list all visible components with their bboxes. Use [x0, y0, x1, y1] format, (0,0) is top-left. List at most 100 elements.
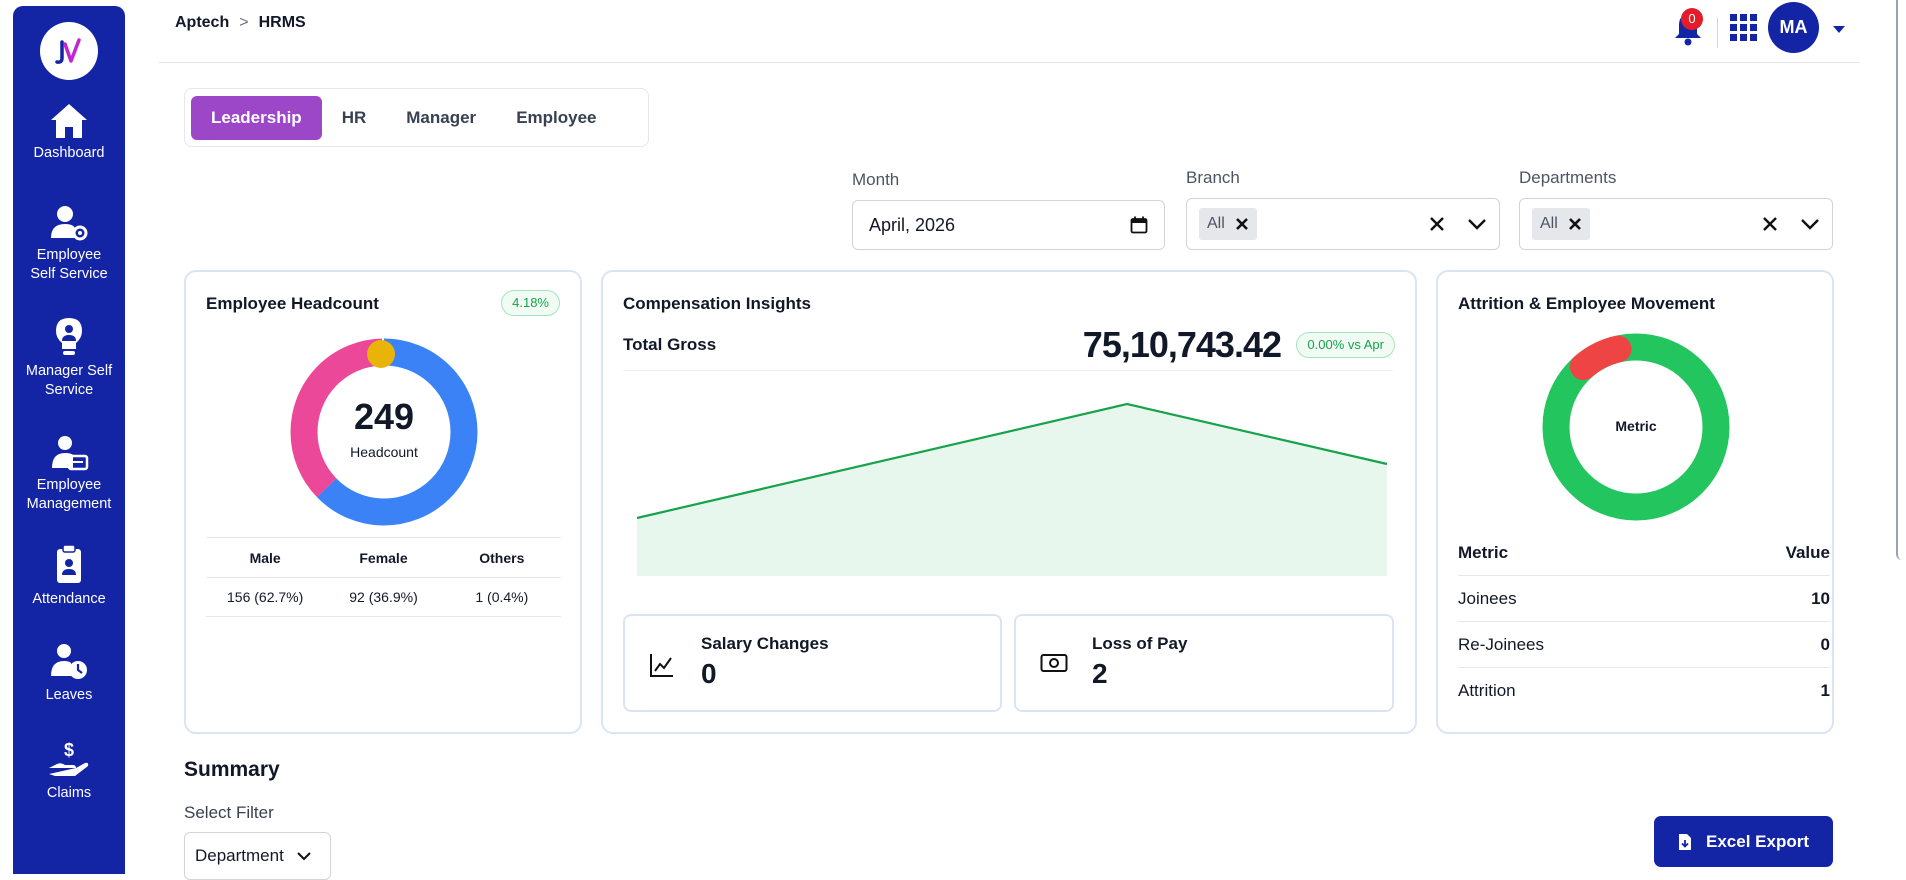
- salary-changes-label: Salary Changes: [701, 634, 829, 653]
- scrollbar[interactable]: [1896, 0, 1906, 560]
- sidebar-item-leaves[interactable]: Leaves: [13, 642, 125, 705]
- month-value: April, 2026: [869, 214, 956, 235]
- header-divider-line: [158, 62, 1860, 63]
- column-header: Metric: [1458, 542, 1509, 562]
- table-row: Attrition 1: [1458, 668, 1830, 714]
- headcount-growth-badge: 4.18%: [501, 290, 560, 316]
- summary-filter-value: Department: [195, 846, 284, 865]
- loss-of-pay-card: Loss of Pay 2: [1014, 614, 1394, 712]
- column-header: Others: [479, 549, 525, 566]
- home-icon: [51, 104, 87, 138]
- breadcrumb-item-aptech[interactable]: Aptech: [175, 14, 230, 31]
- file-download-icon: [1679, 833, 1691, 850]
- attrition-title: Attrition & Employee Movement: [1458, 294, 1715, 313]
- excel-export-label: Excel Export: [1706, 831, 1809, 851]
- avatar[interactable]: MA: [1768, 2, 1819, 53]
- table-cell: 92 (36.9%): [349, 589, 418, 605]
- departments-select[interactable]: All: [1519, 198, 1833, 250]
- departments-chip-label: All: [1540, 215, 1558, 232]
- loss-of-pay-value: 2: [1092, 658, 1108, 689]
- gross-trend-area: [637, 404, 1387, 576]
- dashboard-tabs: Leadership HR Manager Employee: [184, 88, 649, 147]
- month-picker[interactable]: April, 2026: [852, 200, 1165, 250]
- column-header: Female: [359, 549, 408, 566]
- chevron-down-icon[interactable]: [1800, 217, 1820, 231]
- salary-changes-value: 0: [701, 658, 717, 689]
- breadcrumb-item-hrms: HRMS: [258, 14, 306, 31]
- metric-label: Joinees: [1458, 588, 1517, 608]
- sidebar-item-dashboard[interactable]: Dashboard: [13, 102, 125, 163]
- metric-value: 10: [1811, 588, 1830, 608]
- caret-down-icon[interactable]: [1832, 24, 1846, 34]
- branch-chip-label: All: [1207, 215, 1225, 232]
- departments-chip: All: [1532, 208, 1590, 240]
- calendar-icon[interactable]: [1130, 216, 1148, 234]
- attrition-ring: [1542, 333, 1730, 521]
- sidebar-item-label: Leaves: [45, 687, 93, 703]
- compensation-title: Compensation Insights: [623, 294, 811, 313]
- money-icon: [1040, 654, 1068, 672]
- attrition-center-label: Metric: [1615, 418, 1657, 434]
- table-row: Joinees 10: [1458, 576, 1830, 622]
- branch-select[interactable]: All: [1186, 198, 1500, 250]
- metric-label: Re-Joinees: [1458, 634, 1544, 654]
- tab-leadership[interactable]: Leadership: [191, 95, 322, 140]
- column-header: Male: [249, 549, 281, 566]
- female-segment: [290, 338, 478, 526]
- breadcrumb-separator: >: [239, 14, 249, 31]
- headcount-total-label: Headcount: [350, 444, 418, 460]
- departments-label: Departments: [1519, 168, 1617, 187]
- notification-badge: 0: [1681, 8, 1703, 30]
- user-card-icon: [52, 436, 89, 471]
- bulb-user-icon: [56, 318, 82, 355]
- sidebar-item-label: Self Service: [30, 266, 108, 282]
- chevron-down-icon: [297, 852, 311, 861]
- tab-hr[interactable]: HR: [341, 107, 367, 127]
- sidebar-item-label: Service: [44, 382, 94, 398]
- excel-export-button[interactable]: Excel Export: [1654, 816, 1833, 867]
- attrition-table: Metric Value Joinees 10 Re-Joinees 0 Att…: [1458, 530, 1830, 714]
- svg-text:$: $: [64, 740, 74, 760]
- headcount-card: Employee Headcount 4.18% 249 Headcount M…: [184, 270, 582, 734]
- tab-employee[interactable]: Employee: [516, 107, 597, 127]
- gross-change-badge: 0.00% vs Apr: [1296, 332, 1395, 358]
- gross-trend-line: [636, 402, 1388, 520]
- apps-grid-icon[interactable]: [1730, 14, 1758, 42]
- chip-remove-icon[interactable]: [1235, 217, 1249, 231]
- chip-remove-icon[interactable]: [1568, 217, 1582, 231]
- headcount-gender-table: Male Female Others 156 (62.7%) 92 (36.9%…: [206, 537, 561, 617]
- sidebar-item-manager-self-service[interactable]: Manager Self Service: [13, 316, 125, 400]
- table-header-row: Metric Value: [1458, 530, 1830, 576]
- clear-icon[interactable]: [1429, 216, 1445, 232]
- breadcrumb: Aptech > HRMS: [175, 14, 306, 32]
- metric-value: 1: [1820, 681, 1830, 700]
- sidebar-item-attendance[interactable]: Attendance: [13, 544, 125, 609]
- sidebar-item-label: Dashboard: [33, 145, 105, 161]
- divider: [623, 370, 1393, 371]
- tab-manager[interactable]: Manager: [406, 107, 477, 127]
- compensation-card: Compensation Insights Total Gross 75,10,…: [601, 270, 1417, 734]
- select-filter-label: Select Filter: [184, 803, 274, 822]
- clear-icon[interactable]: [1762, 216, 1778, 232]
- total-gross-value: 75,10,743.42: [1082, 324, 1282, 365]
- summary-filter-select[interactable]: Department: [184, 832, 331, 880]
- table-cell: 1 (0.4%): [475, 589, 529, 605]
- total-gross-label: Total Gross: [623, 335, 717, 354]
- user-clock-icon: [51, 644, 87, 679]
- user-gear-icon: [51, 206, 88, 241]
- sidebar-item-employee-management[interactable]: Employee Management: [13, 434, 125, 514]
- branch-chip: All: [1199, 208, 1257, 240]
- others-segment: [367, 340, 395, 368]
- chevron-down-icon[interactable]: [1467, 217, 1487, 231]
- sidebar-item-label: Claims: [46, 785, 92, 801]
- attrition-card: Attrition & Employee Movement Metric Met…: [1436, 270, 1834, 734]
- sidebar-item-label: Employee: [36, 247, 102, 263]
- table-cell: 156 (62.7%): [227, 589, 304, 605]
- metric-label: Attrition: [1458, 681, 1516, 700]
- sidebar-item-employee-self-service[interactable]: Employee Self Service: [13, 204, 125, 284]
- table-row: 156 (62.7%) 92 (36.9%) 1 (0.4%): [206, 577, 561, 617]
- table-row: Re-Joinees 0: [1458, 622, 1830, 668]
- attrition-donut-chart: [1542, 333, 1730, 521]
- app-logo[interactable]: [40, 22, 98, 80]
- sidebar-item-claims[interactable]: $ Claims: [13, 740, 125, 803]
